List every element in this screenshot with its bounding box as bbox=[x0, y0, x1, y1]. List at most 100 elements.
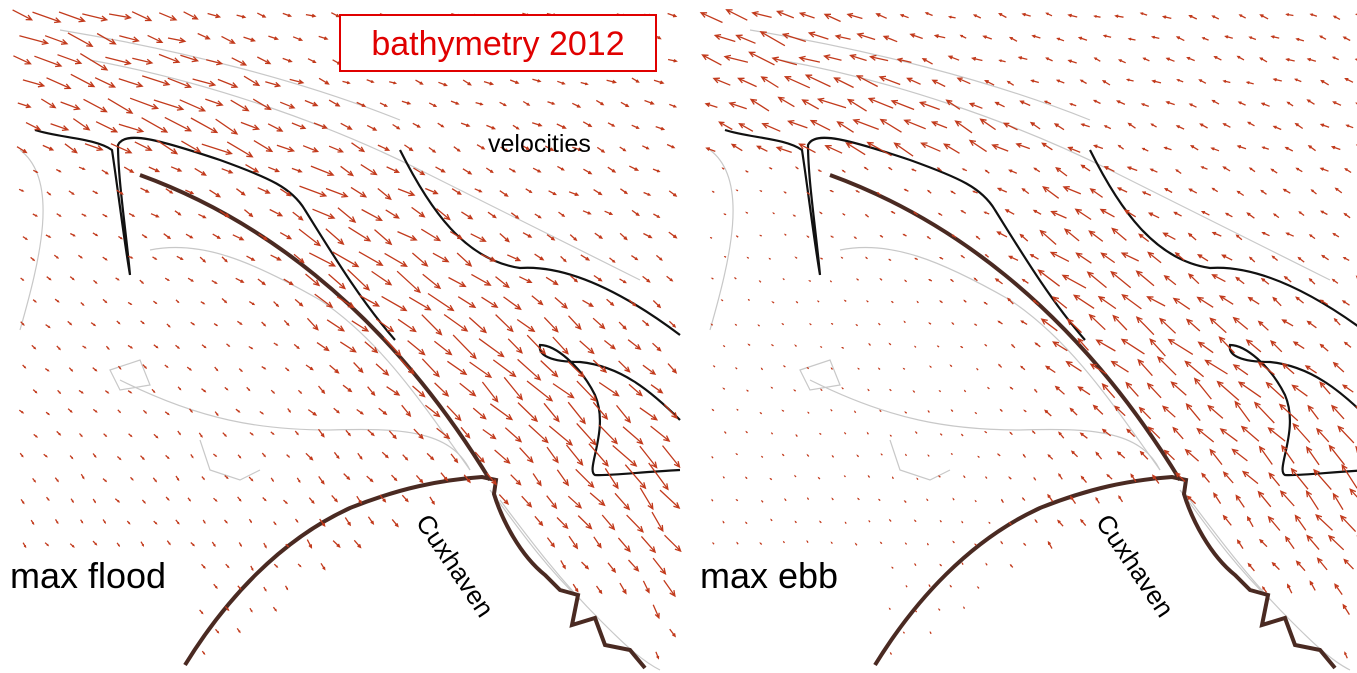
arrow bbox=[1342, 603, 1350, 615]
arrow bbox=[1260, 102, 1270, 107]
arrow bbox=[1173, 211, 1182, 217]
arrow bbox=[1111, 227, 1127, 241]
arrow bbox=[644, 99, 655, 105]
arrow bbox=[156, 139, 179, 155]
arrow bbox=[198, 432, 203, 438]
arrow bbox=[1270, 35, 1280, 39]
arrow bbox=[397, 188, 416, 197]
arrow bbox=[152, 256, 158, 260]
arrow bbox=[936, 167, 942, 172]
arrow bbox=[304, 99, 319, 107]
arrow bbox=[869, 54, 889, 62]
arrow bbox=[546, 234, 556, 241]
arrow bbox=[997, 320, 1003, 325]
arrow bbox=[1331, 56, 1339, 61]
arrow bbox=[1331, 278, 1339, 284]
arrow bbox=[1009, 564, 1014, 568]
arrow bbox=[614, 492, 631, 511]
arrow bbox=[127, 344, 134, 349]
arrow bbox=[777, 96, 795, 108]
arrow bbox=[70, 498, 74, 504]
arrow bbox=[495, 314, 514, 333]
arrow bbox=[877, 498, 881, 502]
arrow bbox=[1345, 124, 1354, 129]
arrow bbox=[617, 537, 631, 553]
arrow bbox=[761, 122, 781, 132]
arrow bbox=[787, 119, 808, 129]
arrow bbox=[401, 494, 409, 503]
arrow bbox=[426, 452, 435, 461]
arrow bbox=[759, 234, 762, 237]
arrow bbox=[1284, 535, 1295, 550]
arrow bbox=[402, 454, 409, 461]
arrow bbox=[878, 75, 901, 86]
arrow bbox=[867, 474, 871, 478]
arrow bbox=[1001, 498, 1004, 504]
arrow bbox=[1216, 380, 1240, 401]
arrow bbox=[305, 452, 314, 461]
arrow bbox=[331, 12, 341, 18]
arrow bbox=[153, 300, 158, 305]
arrow bbox=[735, 235, 739, 238]
arrow bbox=[653, 79, 665, 85]
arrow bbox=[1089, 363, 1107, 375]
arrow bbox=[107, 98, 134, 114]
arrow bbox=[1184, 360, 1205, 378]
arrow bbox=[436, 427, 451, 440]
arrow bbox=[543, 316, 559, 333]
arrow bbox=[807, 31, 829, 40]
arrow bbox=[342, 384, 353, 393]
arrow bbox=[226, 141, 254, 158]
arrow bbox=[1196, 253, 1209, 262]
arrow bbox=[408, 296, 432, 311]
arrow bbox=[1141, 147, 1149, 152]
arrow bbox=[343, 473, 351, 481]
arrow bbox=[1222, 514, 1232, 526]
arrow bbox=[620, 188, 629, 195]
arrow bbox=[983, 211, 990, 215]
arrow bbox=[1199, 123, 1208, 129]
arrow bbox=[1010, 343, 1016, 349]
arrow bbox=[1291, 384, 1308, 397]
arrow bbox=[730, 143, 743, 152]
arrow bbox=[213, 497, 218, 502]
arrow bbox=[1075, 252, 1092, 264]
arrow bbox=[356, 101, 367, 107]
arrow bbox=[595, 99, 605, 106]
arrow bbox=[782, 365, 786, 368]
arrow bbox=[728, 101, 747, 110]
arrow bbox=[1032, 209, 1042, 215]
arrow bbox=[1008, 255, 1019, 261]
arrow bbox=[147, 34, 164, 43]
arrow bbox=[421, 358, 440, 378]
arrow bbox=[1146, 296, 1166, 307]
arrow bbox=[306, 317, 319, 331]
arrow bbox=[1342, 256, 1350, 261]
arrow bbox=[1310, 189, 1317, 195]
arrow bbox=[164, 364, 169, 369]
arrow bbox=[783, 76, 811, 89]
arrow bbox=[761, 455, 764, 458]
arrow bbox=[1015, 142, 1031, 150]
arrow bbox=[1265, 381, 1285, 400]
arrow bbox=[784, 233, 787, 236]
arrow bbox=[1117, 144, 1124, 150]
arrow bbox=[857, 497, 860, 501]
arrow bbox=[926, 236, 931, 240]
arrow bbox=[1222, 123, 1231, 128]
arrow bbox=[32, 389, 38, 394]
arrow bbox=[471, 273, 492, 286]
arrow bbox=[771, 56, 798, 66]
arrow bbox=[153, 433, 159, 439]
arrow bbox=[988, 521, 991, 524]
arrow bbox=[1343, 341, 1352, 348]
arrow bbox=[357, 452, 363, 460]
arrow bbox=[760, 500, 764, 503]
arrow bbox=[998, 13, 1007, 19]
arrow bbox=[938, 257, 944, 260]
arrow bbox=[1272, 296, 1282, 307]
arrow bbox=[130, 476, 134, 481]
arrow bbox=[308, 497, 315, 505]
arrow bbox=[819, 520, 822, 524]
arrow bbox=[609, 257, 616, 263]
